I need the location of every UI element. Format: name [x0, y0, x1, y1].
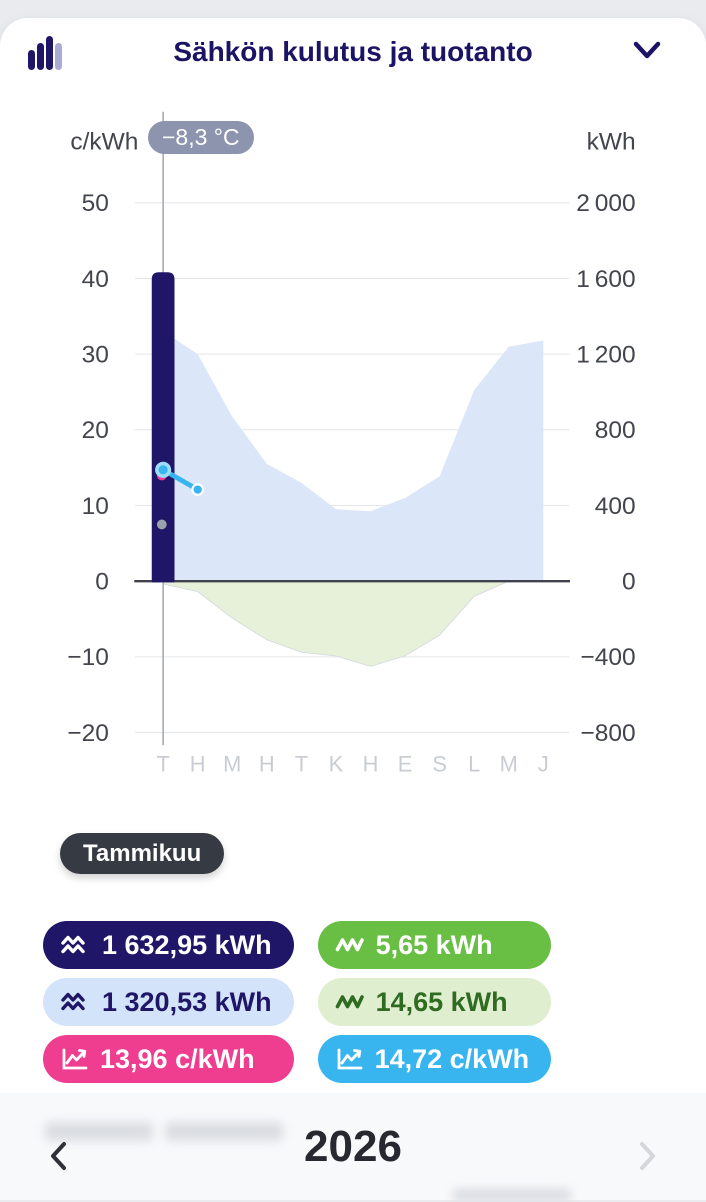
page-title: Sähkön kulutus ja tuotanto	[173, 36, 533, 67]
bar-chart-icon	[26, 34, 64, 77]
svg-text:10: 10	[82, 493, 109, 520]
blurred-background-element	[452, 1188, 572, 1202]
svg-text:H: H	[259, 752, 275, 777]
svg-text:T: T	[295, 752, 308, 777]
svg-text:800: 800	[595, 417, 636, 444]
sawtooth-icon	[335, 938, 364, 952]
sawtooth-icon	[335, 995, 364, 1009]
svg-text:E: E	[398, 752, 413, 777]
selected-month-tooltip: Tammikuu	[60, 833, 225, 874]
svg-text:H: H	[363, 752, 379, 777]
svg-text:−20: −20	[67, 720, 109, 747]
badge-value: 13,96 c/kWh	[100, 1043, 255, 1074]
svg-text:−400: −400	[580, 644, 635, 671]
svg-text:H: H	[190, 752, 206, 777]
svg-text:c/kWh: c/kWh	[70, 128, 138, 155]
svg-text:L: L	[468, 752, 480, 777]
consumption-estimate-badge[interactable]: 1 320,53 kWh	[43, 978, 294, 1026]
badge-value: 14,72 c/kWh	[374, 1043, 530, 1074]
svg-text:−10: −10	[67, 644, 109, 671]
svg-text:1 200: 1 200	[576, 341, 635, 368]
year-label: 2026	[304, 1122, 402, 1171]
svg-text:J: J	[538, 752, 549, 777]
line-chart-icon	[337, 1048, 362, 1069]
badge-value: 1 632,95 kWh	[102, 929, 272, 960]
blurred-background-text	[45, 1122, 153, 1141]
price-estimate-badge[interactable]: 14,72 c/kWh	[317, 1035, 552, 1083]
svg-text:−800: −800	[580, 720, 635, 747]
badge-value: 5,65 kWh	[375, 929, 493, 960]
chevron-right-icon[interactable]	[634, 1140, 660, 1177]
svg-text:1 600: 1 600	[576, 266, 635, 293]
svg-text:30: 30	[82, 341, 109, 368]
svg-text:T: T	[156, 752, 169, 777]
svg-text:20: 20	[82, 417, 109, 444]
badge-value: 14,65 kWh	[375, 986, 508, 1017]
svg-text:0: 0	[95, 569, 109, 596]
consumption-total-badge[interactable]: 1 632,95 kWh	[43, 921, 294, 969]
production-estimate-badge[interactable]: 14,65 kWh	[317, 978, 552, 1026]
svg-text:2 000: 2 000	[576, 190, 635, 217]
legend: 1 632,95 kWh 5,65 kWh 1 320,53 kWh 14,65…	[43, 921, 552, 1083]
double-zigzag-icon	[61, 935, 85, 954]
svg-text:M: M	[500, 752, 518, 777]
double-zigzag-icon	[61, 992, 85, 1011]
svg-text:M: M	[223, 752, 241, 777]
production-total-badge[interactable]: 5,65 kWh	[317, 921, 552, 969]
svg-text:400: 400	[595, 493, 636, 520]
price-actual-badge[interactable]: 13,96 c/kWh	[43, 1035, 294, 1083]
line-chart-icon	[62, 1048, 88, 1069]
chevron-left-icon[interactable]	[46, 1140, 72, 1177]
svg-text:40: 40	[82, 266, 109, 293]
svg-text:0: 0	[622, 569, 636, 596]
blurred-background-text	[165, 1122, 283, 1141]
chevron-down-icon[interactable]	[630, 40, 664, 67]
year-selector-bar	[0, 1093, 706, 1200]
svg-text:50: 50	[82, 190, 109, 217]
svg-text:K: K	[329, 752, 344, 777]
svg-text:S: S	[432, 752, 447, 777]
temperature-badge: −8,3 °C	[148, 121, 254, 154]
svg-text:kWh: kWh	[587, 128, 636, 155]
card-header: Sähkön kulutus ja tuotanto	[0, 28, 706, 80]
badge-value: 1 320,53 kWh	[102, 986, 272, 1017]
